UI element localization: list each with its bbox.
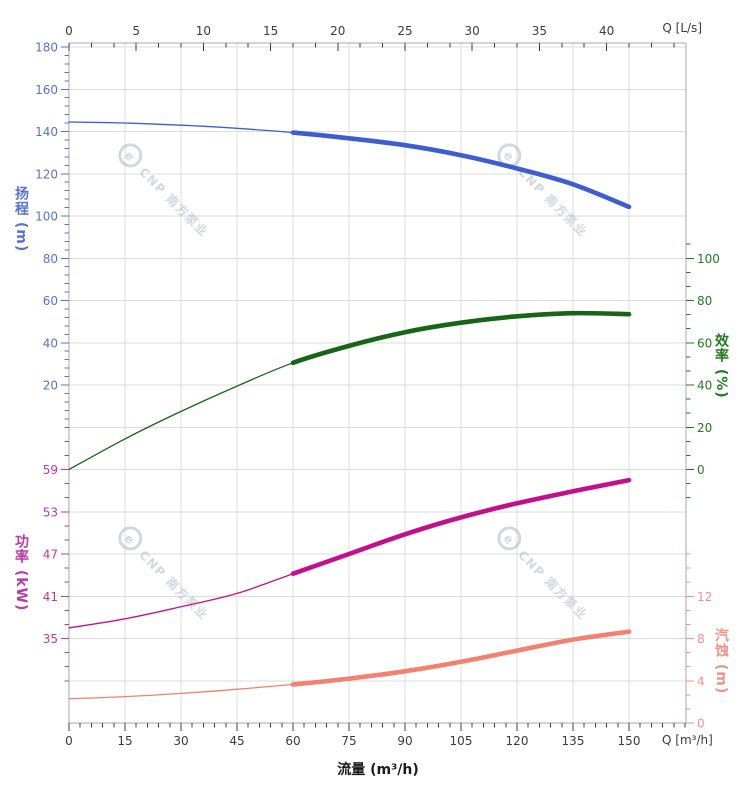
efficiency-axis: 100 80 60 40 20 0 <box>686 243 720 499</box>
power-axis-label: 47 <box>43 548 58 562</box>
top-axis-label: 30 <box>465 24 480 38</box>
bottom-axis-label: 60 <box>285 734 300 748</box>
plot-border <box>68 42 687 724</box>
bottom-axis-label: 150 <box>618 734 641 748</box>
curve-npsh <box>68 629 632 700</box>
bottom-axis-label: 15 <box>117 734 132 748</box>
bottom-axis-label: 75 <box>341 734 356 748</box>
bottom-axis-label: 120 <box>506 734 529 748</box>
npsh-axis-label: 汽蚀 (m) <box>713 628 729 695</box>
efficiency-axis-label: 0 <box>697 463 705 477</box>
svg-text:CNP 南方泵业: CNP 南方泵业 <box>136 547 212 623</box>
power-axis-label: 41 <box>43 590 58 604</box>
watermark-logo-icon: e <box>122 148 138 164</box>
efficiency-axis-label: 20 <box>697 421 712 435</box>
bottom-axis-label: 30 <box>173 734 188 748</box>
svg-text:CNP 南方泵业: CNP 南方泵业 <box>515 547 591 623</box>
power-axis: 59 53 47 41 35 <box>43 426 69 682</box>
bottom-axis-label: 0 <box>65 734 73 748</box>
curve-head-thick <box>290 130 632 210</box>
power-axis-label: 功率 (kW) <box>13 534 29 612</box>
curve-head-thin <box>68 121 294 134</box>
bottom-axis-label: 90 <box>397 734 412 748</box>
bottom-axis: 0 15 30 45 60 75 90 105 120 135 150 <box>65 723 686 748</box>
curve-npsh-thin <box>68 683 294 700</box>
head-axis-label: 180 <box>35 41 58 55</box>
npsh-axis-label: 4 <box>697 674 705 688</box>
top-axis-label: 35 <box>532 24 547 38</box>
top-axis-label: 25 <box>397 24 412 38</box>
head-axis-label: 扬程 (m) <box>13 186 29 253</box>
head-axis-label: 100 <box>35 210 58 224</box>
svg-text:CNP 南方泵业: CNP 南方泵业 <box>515 164 591 240</box>
power-axis-label: 35 <box>43 632 58 646</box>
head-axis-label: 120 <box>35 167 58 181</box>
top-axis-label: 40 <box>599 24 614 38</box>
head-axis-label: 20 <box>43 379 58 393</box>
bottom-axis-label: 135 <box>562 734 585 748</box>
flow-axis-label: 流量 (m³/h) <box>337 762 419 778</box>
curve-efficiency-thin <box>68 362 294 471</box>
efficiency-axis-label: 40 <box>697 379 712 393</box>
power-axis-label: 53 <box>43 505 58 519</box>
npsh-axis-label: 8 <box>697 632 705 646</box>
top-axis-label: 15 <box>263 24 278 38</box>
watermark-logo-icon: e <box>122 531 138 547</box>
bottom-axis-label: 45 <box>229 734 244 748</box>
top-axis: 0 5 10 15 20 25 30 35 40 <box>65 24 675 51</box>
bottom-axis-label: 105 <box>450 734 473 748</box>
head-axis-label: 80 <box>43 252 58 266</box>
top-axis-label: 0 <box>65 24 73 38</box>
efficiency-axis-label: 效率 (%) <box>713 333 729 399</box>
curve-power-thin <box>68 573 294 629</box>
npsh-axis-label: 12 <box>697 590 712 604</box>
watermark-logo-icon: e <box>501 531 517 547</box>
npsh-axis-label: 0 <box>697 717 705 731</box>
curve-power <box>68 477 632 629</box>
head-axis: 180 160 140 120 100 80 60 40 20 <box>35 41 69 428</box>
curve-power-thick <box>290 477 632 577</box>
top-axis-label: 5 <box>132 24 140 38</box>
gridlines <box>68 43 686 724</box>
bottom-axis-unit-label: Q [m³/h] <box>662 733 713 747</box>
efficiency-axis-label: 80 <box>697 294 712 308</box>
top-axis-label: 20 <box>330 24 345 38</box>
efficiency-axis-label: 100 <box>697 252 720 266</box>
head-axis-label: 40 <box>43 336 58 350</box>
top-axis-unit-label: Q [L/s] <box>662 21 702 35</box>
head-axis-label: 140 <box>35 125 58 139</box>
curve-efficiency-thick <box>290 310 632 366</box>
npsh-axis: 12 8 4 0 <box>686 553 712 731</box>
top-axis-label: 10 <box>196 24 211 38</box>
power-axis-label: 59 <box>43 463 58 477</box>
watermark-logo-icon: e <box>501 148 517 164</box>
head-axis-label: 160 <box>35 83 58 97</box>
curve-npsh-thick <box>290 629 632 687</box>
curve-efficiency <box>68 310 632 471</box>
head-axis-label: 60 <box>43 294 58 308</box>
efficiency-axis-label: 60 <box>697 336 712 350</box>
svg-text:CNP 南方泵业: CNP 南方泵业 <box>136 164 212 240</box>
curve-head <box>68 121 632 210</box>
